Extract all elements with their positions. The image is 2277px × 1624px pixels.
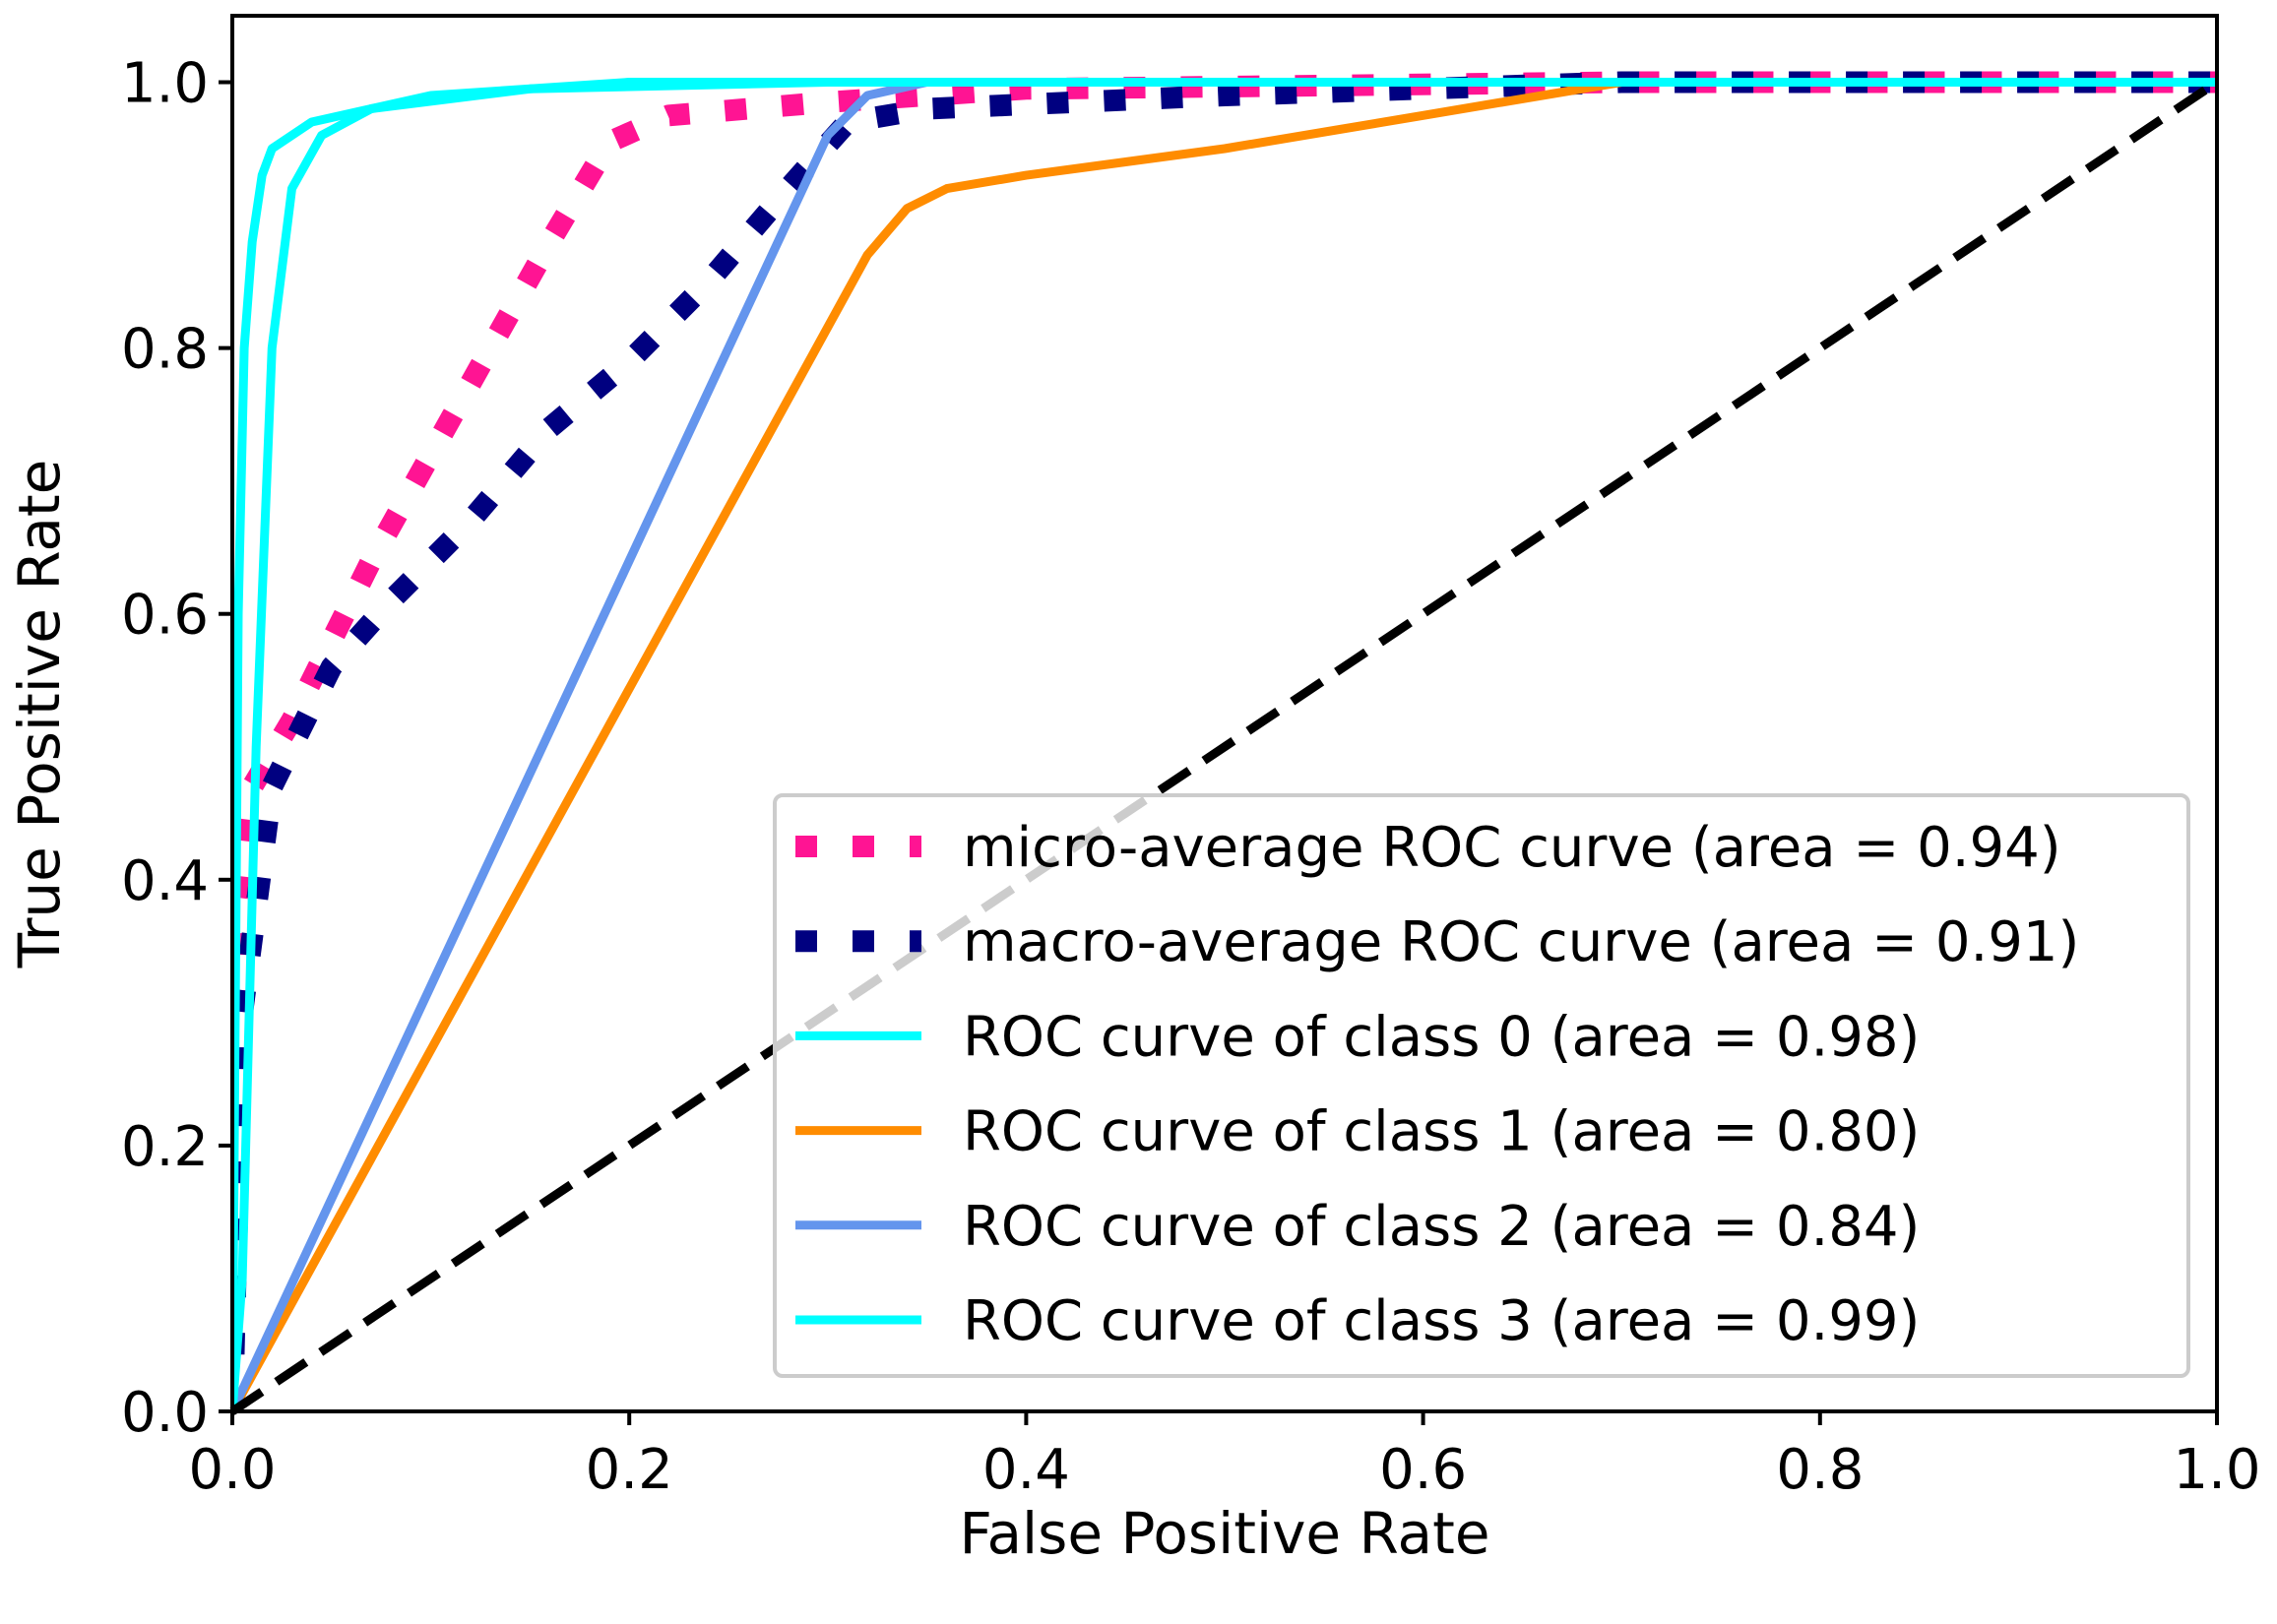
legend-label: ROC curve of class 2 (area = 0.84) [963,1195,1920,1259]
reference-diagonal-line [229,78,2220,1415]
series-line-0 [232,71,2217,1411]
legend-label: macro-average ROC curve (area = 0.91) [963,910,2079,974]
legend-entry: ROC curve of class 0 (area = 0.98) [795,1005,1920,1069]
legend-entry: ROC curve of class 3 (area = 0.99) [795,1289,1920,1353]
x-axis-label: False Positive Rate [959,1500,1489,1567]
axes-frame [230,14,2219,1413]
series-line-3 [232,78,2217,1411]
plot-area [229,71,2220,1415]
legend-label: ROC curve of class 0 (area = 0.98) [963,1005,1920,1069]
x-tick-label: 0.2 [586,1438,673,1502]
x-tick-label: 1.0 [2173,1438,2260,1502]
y-tick-label: 0.4 [121,849,209,913]
legend-box [773,793,2190,1378]
legend-label: ROC curve of class 1 (area = 0.80) [963,1100,1920,1164]
legend-entry: micro-average ROC curve (area = 0.94) [795,816,2061,880]
x-tick-label: 0.8 [1776,1438,1864,1502]
series-line-5 [232,78,2217,1411]
y-axis-label: True Positive Rate [6,460,73,969]
x-tick-label: 0.6 [1379,1438,1467,1502]
y-tick-label: 1.0 [121,52,209,116]
y-tick-label: 0.6 [121,584,209,648]
y-tick-label: 0.8 [121,318,209,382]
legend-entry: ROC curve of class 1 (area = 0.80) [795,1100,1920,1164]
series-line-1 [232,71,2217,1411]
legend-label: micro-average ROC curve (area = 0.94) [963,816,2061,880]
legend-entry: ROC curve of class 2 (area = 0.84) [795,1195,1920,1259]
x-tick-label: 0.4 [982,1438,1070,1502]
legend: micro-average ROC curve (area = 0.94) mac… [773,793,2190,1378]
x-tick-label: 0.0 [188,1438,276,1502]
axis-ticks: 0.0 0.2 0.4 0.6 0.8 1.0 0.0 0.2 0.4 0.6 0.8 1.0 [121,52,2261,1502]
y-tick-label: 0.2 [121,1115,209,1179]
legend-label: ROC curve of class 3 (area = 0.99) [963,1289,1920,1353]
y-tick-label: 0.0 [121,1381,209,1445]
legend-entry: macro-average ROC curve (area = 0.91) [795,910,2079,974]
